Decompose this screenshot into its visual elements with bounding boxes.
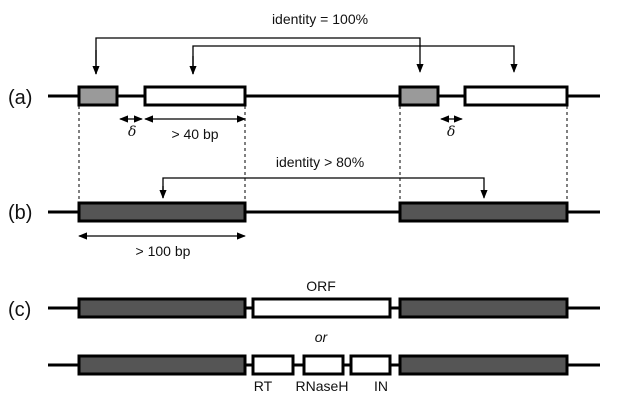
- domain-label-rt: RT: [254, 378, 273, 394]
- panel-label-b: (b): [8, 202, 32, 224]
- ltr-box-left-c1: [77, 297, 247, 319]
- short-repeat-box-2: [398, 85, 440, 107]
- ltr-box-right-b: [398, 201, 569, 223]
- domain-label-rnaseh: RNaseH: [296, 378, 349, 394]
- ltr-box-right-c1: [398, 297, 569, 319]
- ltr-box-left-c2: [77, 354, 247, 376]
- length-100bp-label: > 100 bp: [136, 243, 191, 259]
- long-repeat-box-2: [463, 85, 569, 107]
- long-repeat-box-1: [143, 85, 247, 107]
- panel-label-c: (c): [8, 299, 31, 321]
- rnaseh-domain-box: [302, 354, 345, 376]
- identity-80-connector: [162, 177, 488, 199]
- alignment-guides: [78, 106, 568, 202]
- short-repeat-box-1: [77, 85, 119, 107]
- rt-domain-box: [251, 354, 295, 376]
- in-domain-box: [349, 354, 392, 376]
- identity-80-label: identity > 80%: [276, 154, 364, 170]
- delta-label-1: δ: [128, 124, 136, 140]
- identity-100-label: identity = 100%: [272, 11, 368, 27]
- length-40bp-label: > 40 bp: [171, 126, 218, 142]
- orf-box: [251, 297, 392, 319]
- ltr-box-right-c2: [398, 354, 569, 376]
- orf-label: ORF: [306, 278, 336, 294]
- domain-label-in: IN: [374, 378, 388, 394]
- delta-label-2: δ: [447, 124, 455, 140]
- ltr-box-left-b: [77, 201, 247, 223]
- identity-100-connector: [92, 37, 518, 75]
- or-label: or: [315, 329, 329, 345]
- panel-label-a: (a): [8, 87, 32, 109]
